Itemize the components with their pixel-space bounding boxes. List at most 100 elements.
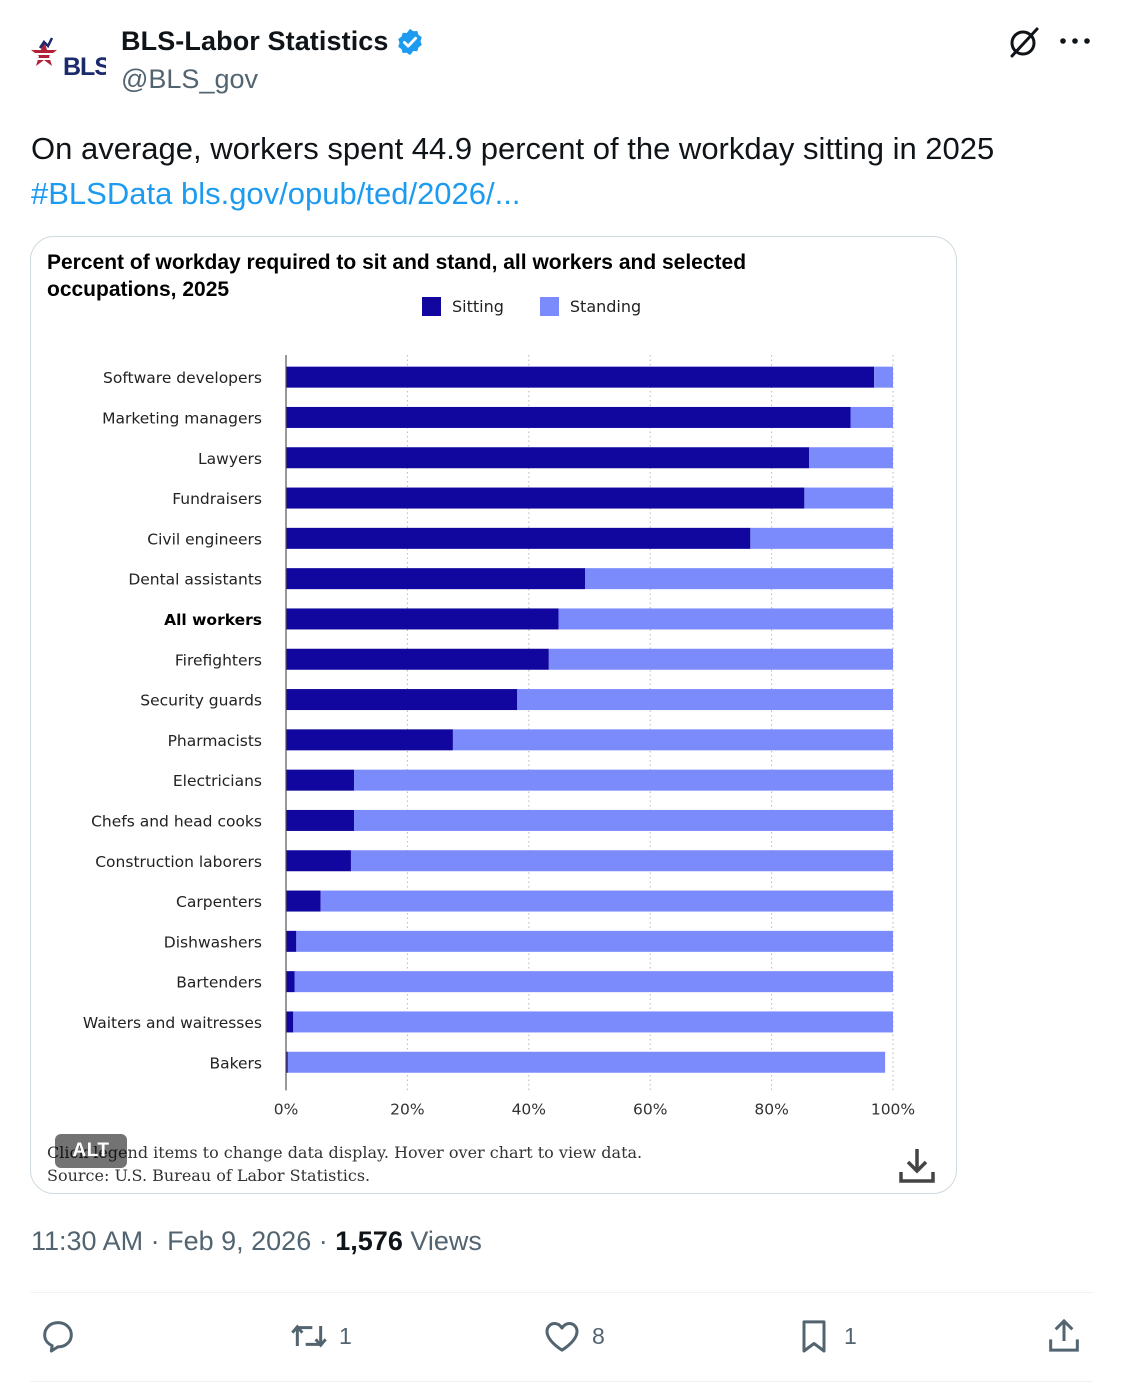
retweet-icon [291, 1324, 327, 1348]
bar-standing[interactable] [517, 689, 893, 711]
bar-standing[interactable] [353, 769, 893, 791]
bar-standing[interactable] [350, 850, 894, 872]
bar-standing[interactable] [809, 447, 893, 469]
grok-icon[interactable] [1006, 24, 1042, 60]
category-label: All workers [164, 611, 262, 629]
bar-sitting[interactable] [286, 568, 586, 590]
download-icon[interactable] [898, 1146, 936, 1184]
display-name[interactable]: BLS-Labor Statistics [121, 26, 389, 56]
tweet-text: On average, workers spent 44.9 percent o… [31, 126, 1091, 216]
bar-sitting[interactable] [286, 689, 518, 711]
verified-badge-icon[interactable] [395, 27, 425, 57]
chart-grid [406, 355, 894, 1091]
x-tick-label: 0% [274, 1100, 299, 1118]
legend-label-sitting: Sitting [452, 297, 504, 316]
x-axis-labels: 0% 20% 40% 60% 80% 100% [274, 1100, 915, 1118]
bar-standing[interactable] [293, 1011, 893, 1033]
category-label: Dishwashers [164, 933, 262, 951]
bar-standing[interactable] [320, 890, 893, 912]
bar-standing[interactable] [296, 930, 894, 952]
url-link[interactable]: bls.gov/opub/ted/2026/... [180, 176, 521, 211]
bar-sitting[interactable] [286, 769, 354, 791]
bar-sitting[interactable] [286, 930, 297, 952]
category-label: Bartenders [176, 974, 262, 992]
bar-chart[interactable]: Software developers Marketing managers Law… [31, 237, 957, 1137]
chart-title: Percent of workday required to sit and s… [47, 251, 747, 301]
chart-legend: Sitting Standing [422, 297, 677, 316]
legend-item-sitting[interactable]: Sitting [422, 297, 504, 316]
category-label: Civil engineers [147, 530, 262, 548]
bar-standing[interactable] [452, 729, 893, 751]
category-label: Waiters and waitresses [83, 1014, 262, 1032]
bar-standing[interactable] [874, 366, 893, 388]
footnote-source: Source: U.S. Bureau of Labor Statistics. [47, 1166, 371, 1185]
bar-standing[interactable] [294, 971, 893, 993]
tweet-meta: 11:30 AM · Feb 9, 2026 · 1,576 Views [31, 1226, 482, 1257]
category-label: Construction laborers [95, 853, 262, 871]
category-label: Carpenters [176, 893, 262, 911]
views-count: 1,576 [335, 1226, 403, 1256]
like-count: 8 [592, 1322, 605, 1349]
bar-sitting[interactable] [286, 366, 875, 388]
y-axis-labels: Software developers Marketing managers Law… [83, 369, 262, 1072]
category-label: Fundraisers [172, 490, 262, 508]
user-handle[interactable]: @BLS_gov [121, 64, 258, 94]
action-bar: 1 8 1 [0, 1296, 1123, 1382]
bookmark-button[interactable]: 1 [794, 1316, 857, 1356]
footnote-instructions: Click legend items to change data displa… [47, 1143, 643, 1162]
bar-sitting[interactable] [286, 527, 751, 549]
bar-standing[interactable] [548, 648, 893, 670]
divider-bottom [30, 1381, 1093, 1382]
bar-sitting[interactable] [286, 1051, 288, 1073]
share-button[interactable] [1044, 1316, 1094, 1356]
bar-sitting[interactable] [286, 809, 354, 831]
avatar[interactable]: BLS [30, 34, 106, 84]
alt-text-badge[interactable]: ALT [55, 1134, 127, 1168]
like-button[interactable]: 8 [542, 1316, 605, 1356]
meta-separator: · [150, 1226, 160, 1256]
name-row: BLS-Labor Statistics [121, 26, 425, 57]
bar-sitting[interactable] [286, 406, 851, 428]
x-tick-label: 20% [390, 1100, 424, 1118]
legend-swatch-sitting [422, 297, 441, 316]
bar-sitting[interactable] [286, 890, 321, 912]
hashtag-link[interactable]: #BLSData [31, 176, 173, 211]
legend-label-standing: Standing [569, 297, 642, 316]
bar-standing[interactable] [804, 487, 893, 509]
bar-standing[interactable] [850, 406, 893, 428]
category-label: Chefs and head cooks [91, 812, 262, 830]
bar-sitting[interactable] [286, 487, 805, 509]
bar-standing[interactable] [585, 568, 893, 590]
bar-standing[interactable] [287, 1051, 886, 1073]
category-label: Lawyers [198, 450, 262, 468]
bookmark-count: 1 [844, 1322, 857, 1349]
bar-sitting[interactable] [286, 608, 559, 630]
retweet-button[interactable]: 1 [289, 1316, 352, 1356]
bar-sitting[interactable] [286, 850, 351, 872]
more-options-icon[interactable] [1058, 26, 1092, 56]
x-tick-label: 40% [512, 1100, 546, 1118]
bar-sitting[interactable] [286, 648, 549, 670]
bar-standing[interactable] [750, 527, 893, 549]
tweet-time[interactable]: 11:30 AM [31, 1226, 144, 1256]
meta-separator-2: · [318, 1226, 328, 1256]
category-label: Dental assistants [128, 571, 262, 589]
category-label: Electricians [173, 772, 262, 790]
x-tick-label: 60% [633, 1100, 667, 1118]
chart-footnote: Click legend items to change data displa… [47, 1141, 642, 1187]
avatar-logo-text: BLS [63, 53, 106, 81]
tweet-date[interactable]: Feb 9, 2026 [167, 1226, 312, 1256]
legend-item-standing[interactable]: Standing [539, 297, 642, 316]
tweet-header: BLS BLS-Labor Statistics @BLS_gov [0, 0, 1123, 110]
divider-top [30, 1292, 1093, 1293]
bar-sitting[interactable] [286, 1011, 294, 1033]
bar-sitting[interactable] [286, 447, 810, 469]
bar-standing[interactable] [558, 608, 893, 630]
bar-sitting[interactable] [286, 729, 453, 751]
reply-button[interactable] [38, 1316, 88, 1356]
bar-standing[interactable] [353, 809, 893, 831]
bar-sitting[interactable] [286, 971, 295, 993]
x-tick-label: 80% [754, 1100, 788, 1118]
media-card[interactable]: Percent of workday required to sit and s… [30, 236, 957, 1194]
chart-bars [286, 366, 894, 1073]
